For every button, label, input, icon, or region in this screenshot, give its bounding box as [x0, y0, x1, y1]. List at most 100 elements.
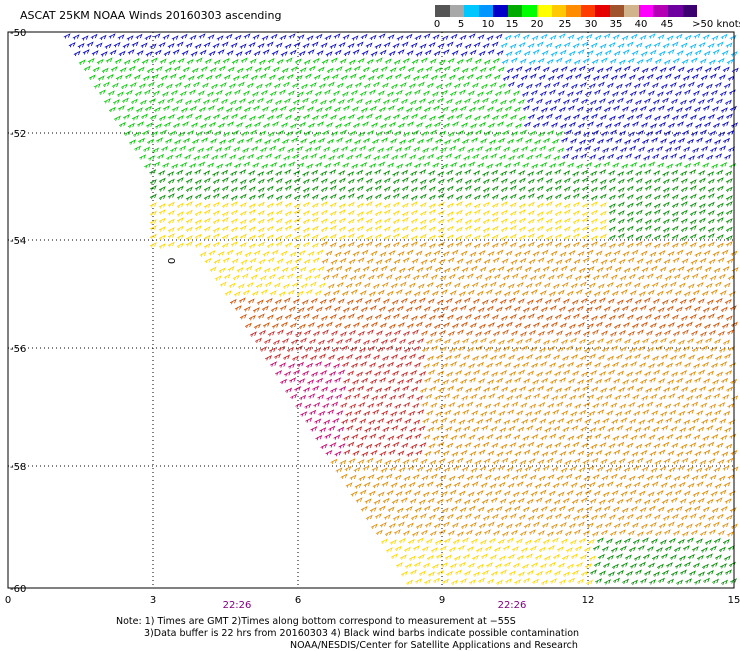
wind-barb	[307, 379, 315, 385]
wind-barb	[477, 34, 485, 40]
wind-barb	[295, 402, 303, 408]
wind-barb	[534, 82, 542, 88]
wind-barb	[626, 225, 634, 232]
wind-barb	[491, 115, 499, 121]
wind-barb	[365, 113, 373, 120]
wind-barb	[576, 507, 584, 513]
wind-barb	[680, 235, 688, 241]
wind-barb	[435, 553, 443, 559]
wind-barb	[436, 425, 444, 431]
wind-barb	[552, 553, 560, 560]
wind-barb	[698, 234, 706, 241]
wind-barb	[374, 169, 382, 175]
wind-barb	[577, 379, 585, 385]
wind-barb	[225, 161, 233, 168]
wind-barb	[503, 490, 511, 497]
wind-barb	[640, 378, 648, 385]
wind-barb	[428, 209, 436, 215]
wind-barb	[347, 201, 355, 208]
wind-barb	[500, 514, 508, 521]
wind-barb	[661, 97, 669, 104]
wind-barb	[648, 434, 656, 440]
wind-barb	[347, 178, 355, 185]
wind-barb	[341, 91, 349, 97]
wind-barb	[269, 145, 277, 151]
wind-barb	[628, 74, 636, 80]
wind-barb	[366, 386, 374, 392]
wind-barb	[431, 563, 439, 570]
wind-barb	[415, 250, 423, 256]
wind-barb	[572, 187, 580, 193]
wind-barb	[347, 210, 355, 216]
wind-barb	[634, 498, 642, 504]
wind-barb	[512, 417, 520, 424]
wind-barb	[567, 105, 575, 111]
wind-barb	[473, 209, 481, 215]
wind-barb	[472, 497, 480, 504]
wind-barb	[594, 162, 602, 169]
wind-barb	[399, 139, 407, 145]
wind-barb	[502, 75, 510, 81]
wind-barb	[248, 170, 256, 176]
wind-barb	[487, 379, 495, 385]
wind-barb	[225, 33, 233, 40]
wind-barb	[582, 459, 590, 465]
wind-barb	[284, 114, 292, 121]
wind-barb	[530, 562, 538, 568]
wind-barb	[534, 281, 542, 287]
wind-barb	[397, 49, 405, 55]
wind-barb	[185, 241, 193, 247]
wind-barb	[415, 321, 423, 328]
wind-barb	[550, 578, 558, 584]
wind-barb	[149, 242, 157, 248]
wind-barb	[293, 177, 301, 184]
wind-barb	[414, 506, 422, 513]
colorbar-segment	[566, 5, 581, 17]
time-label: 22:26	[223, 600, 252, 611]
wind-barb	[230, 218, 238, 224]
wind-barb	[644, 193, 652, 200]
wind-barb	[504, 506, 512, 513]
wind-barb	[157, 153, 165, 160]
wind-barb	[122, 42, 130, 49]
wind-barb	[363, 83, 371, 89]
wind-barb	[276, 329, 284, 335]
wind-barb	[271, 249, 279, 255]
wind-barb	[538, 273, 546, 280]
wind-barb	[365, 315, 373, 321]
wind-barb	[224, 90, 232, 97]
wind-barb	[310, 355, 318, 361]
wind-barb	[427, 99, 435, 105]
wind-barb	[494, 418, 502, 424]
wind-barb	[582, 385, 590, 391]
wind-barb	[502, 545, 510, 551]
colorbar-segment	[536, 5, 552, 17]
wind-barb	[374, 513, 382, 519]
wind-barb	[365, 201, 373, 207]
wind-barb	[670, 426, 678, 432]
wind-barb	[637, 274, 645, 281]
wind-barb	[572, 569, 579, 576]
wind-barb	[474, 459, 482, 466]
wind-barb	[558, 505, 566, 511]
wind-barb	[606, 554, 614, 561]
wind-barb	[653, 234, 661, 241]
wind-barb	[468, 363, 476, 369]
wind-barb	[668, 393, 676, 399]
wind-barb	[590, 226, 598, 233]
wind-barb	[635, 195, 643, 201]
wind-barb	[677, 265, 685, 272]
wind-barb	[640, 51, 648, 57]
wind-barb	[671, 570, 678, 577]
wind-barb	[588, 282, 596, 288]
wind-barb	[657, 105, 665, 111]
wind-barb	[153, 33, 161, 39]
wind-barb	[716, 177, 724, 183]
wind-barb	[707, 114, 715, 120]
wind-barb	[570, 482, 578, 488]
wind-barb	[645, 259, 653, 265]
wind-barb	[631, 522, 639, 528]
wind-barb	[378, 434, 386, 440]
wind-barb	[404, 90, 412, 97]
wind-barb	[510, 330, 518, 336]
